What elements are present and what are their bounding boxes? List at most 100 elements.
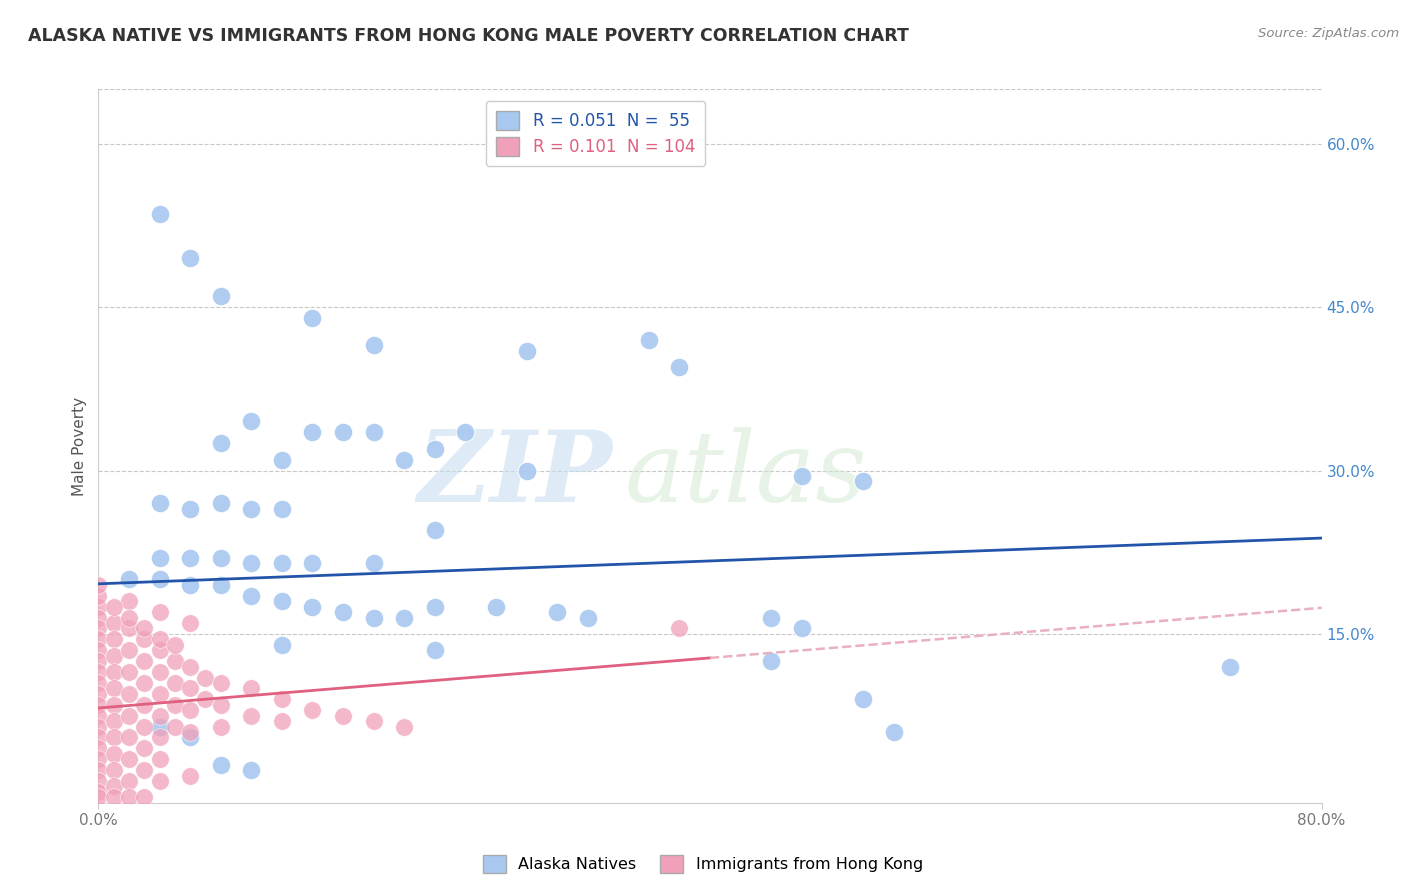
Point bbox=[576, 610, 599, 624]
Point bbox=[179, 615, 201, 630]
Point bbox=[516, 343, 538, 358]
Point bbox=[87, 752, 110, 766]
Point bbox=[103, 747, 125, 761]
Text: ALASKA NATIVE VS IMMIGRANTS FROM HONG KONG MALE POVERTY CORRELATION CHART: ALASKA NATIVE VS IMMIGRANTS FROM HONG KO… bbox=[28, 27, 910, 45]
Point bbox=[149, 573, 172, 587]
Point bbox=[149, 496, 172, 510]
Point bbox=[163, 698, 186, 712]
Point bbox=[149, 752, 172, 766]
Point bbox=[179, 703, 201, 717]
Point bbox=[1219, 659, 1241, 673]
Point bbox=[103, 665, 125, 679]
Point bbox=[103, 790, 125, 805]
Point bbox=[209, 720, 232, 734]
Point bbox=[423, 643, 446, 657]
Point bbox=[149, 687, 172, 701]
Point bbox=[363, 338, 385, 352]
Point bbox=[209, 698, 232, 712]
Point bbox=[179, 501, 201, 516]
Point bbox=[87, 578, 110, 592]
Point bbox=[392, 720, 416, 734]
Point bbox=[118, 573, 141, 587]
Point bbox=[118, 622, 141, 636]
Point bbox=[134, 763, 156, 777]
Point bbox=[87, 599, 110, 614]
Point bbox=[637, 333, 661, 347]
Point bbox=[87, 741, 110, 756]
Legend: Alaska Natives, Immigrants from Hong Kong: Alaska Natives, Immigrants from Hong Kon… bbox=[477, 848, 929, 880]
Point bbox=[179, 251, 201, 265]
Point bbox=[209, 757, 232, 772]
Point bbox=[118, 643, 141, 657]
Point bbox=[301, 599, 323, 614]
Point bbox=[103, 648, 125, 663]
Point bbox=[179, 731, 201, 745]
Point bbox=[87, 589, 110, 603]
Point bbox=[270, 452, 292, 467]
Y-axis label: Male Poverty: Male Poverty bbox=[72, 396, 87, 496]
Text: ZIP: ZIP bbox=[418, 426, 612, 523]
Point bbox=[194, 692, 217, 706]
Point bbox=[134, 720, 156, 734]
Point bbox=[209, 496, 232, 510]
Point bbox=[454, 425, 477, 440]
Point bbox=[87, 790, 110, 805]
Point bbox=[179, 681, 201, 696]
Point bbox=[103, 731, 125, 745]
Point bbox=[103, 780, 125, 794]
Point bbox=[103, 615, 125, 630]
Point bbox=[240, 589, 263, 603]
Point bbox=[363, 610, 385, 624]
Point bbox=[149, 708, 172, 723]
Point bbox=[240, 501, 263, 516]
Point bbox=[87, 731, 110, 745]
Point bbox=[118, 708, 141, 723]
Point bbox=[149, 731, 172, 745]
Point bbox=[134, 622, 156, 636]
Point bbox=[149, 720, 172, 734]
Point bbox=[179, 768, 201, 782]
Point bbox=[883, 725, 905, 739]
Point bbox=[103, 632, 125, 647]
Point bbox=[149, 774, 172, 789]
Point bbox=[103, 714, 125, 728]
Point bbox=[270, 501, 292, 516]
Point bbox=[149, 643, 172, 657]
Point bbox=[209, 289, 232, 303]
Point bbox=[87, 654, 110, 668]
Point bbox=[209, 550, 232, 565]
Point bbox=[87, 698, 110, 712]
Point bbox=[149, 605, 172, 619]
Point bbox=[485, 599, 508, 614]
Point bbox=[301, 556, 323, 570]
Point bbox=[301, 703, 323, 717]
Point bbox=[118, 774, 141, 789]
Point bbox=[240, 763, 263, 777]
Point bbox=[163, 720, 186, 734]
Point bbox=[759, 610, 782, 624]
Point bbox=[87, 610, 110, 624]
Legend: R = 0.051  N =  55, R = 0.101  N = 104: R = 0.051 N = 55, R = 0.101 N = 104 bbox=[486, 101, 706, 166]
Point bbox=[149, 632, 172, 647]
Point bbox=[149, 550, 172, 565]
Point bbox=[301, 310, 323, 325]
Point bbox=[270, 714, 292, 728]
Point bbox=[134, 632, 156, 647]
Point bbox=[87, 622, 110, 636]
Point bbox=[363, 425, 385, 440]
Point bbox=[179, 725, 201, 739]
Point bbox=[363, 714, 385, 728]
Point bbox=[179, 659, 201, 673]
Point bbox=[134, 741, 156, 756]
Point bbox=[134, 676, 156, 690]
Point bbox=[240, 708, 263, 723]
Point bbox=[103, 698, 125, 712]
Point bbox=[668, 622, 690, 636]
Point bbox=[363, 556, 385, 570]
Point bbox=[179, 578, 201, 592]
Point bbox=[87, 720, 110, 734]
Point bbox=[118, 610, 141, 624]
Point bbox=[332, 605, 354, 619]
Point bbox=[423, 442, 446, 456]
Point bbox=[516, 463, 538, 477]
